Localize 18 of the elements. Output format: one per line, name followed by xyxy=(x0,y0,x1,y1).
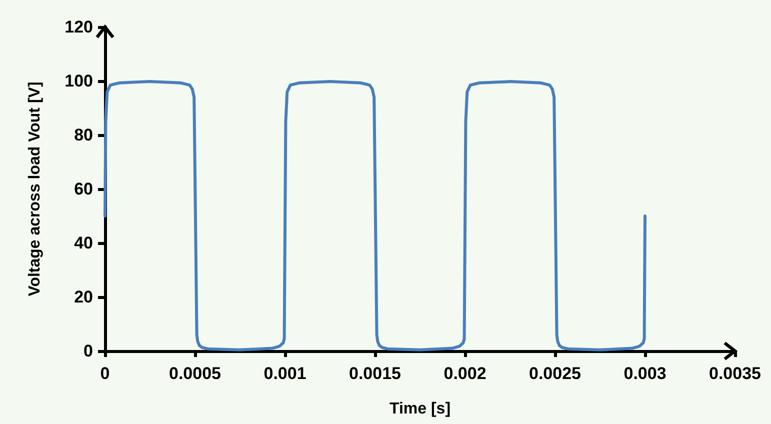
y-axis-title: Voltage across load Vout [V] xyxy=(26,82,44,296)
x-tick-label: 0.0025 xyxy=(529,364,581,383)
y-tick-label: 20 xyxy=(74,288,93,306)
line-series xyxy=(104,80,646,352)
x-axis-title: Time [s] xyxy=(389,400,451,418)
x-tick-label: 0 xyxy=(100,364,110,383)
x-tick-label: 0.001 xyxy=(264,364,306,383)
x-tick-label: 0.003 xyxy=(624,364,666,383)
y-tick-label: 0 xyxy=(84,342,93,360)
x-tick-label: 0.0005 xyxy=(169,364,221,383)
x-tick-label: 0.002 xyxy=(444,364,486,383)
y-tick-label: 60 xyxy=(74,180,93,198)
y-tick-label: 80 xyxy=(74,126,93,144)
x-tick-label: 0.0035 xyxy=(709,364,761,383)
x-tick-label: 0.0015 xyxy=(349,364,401,383)
y-tick-label: 100 xyxy=(64,72,93,90)
y-tick-label: 120 xyxy=(64,18,93,36)
y-tick-label: 40 xyxy=(74,234,93,252)
